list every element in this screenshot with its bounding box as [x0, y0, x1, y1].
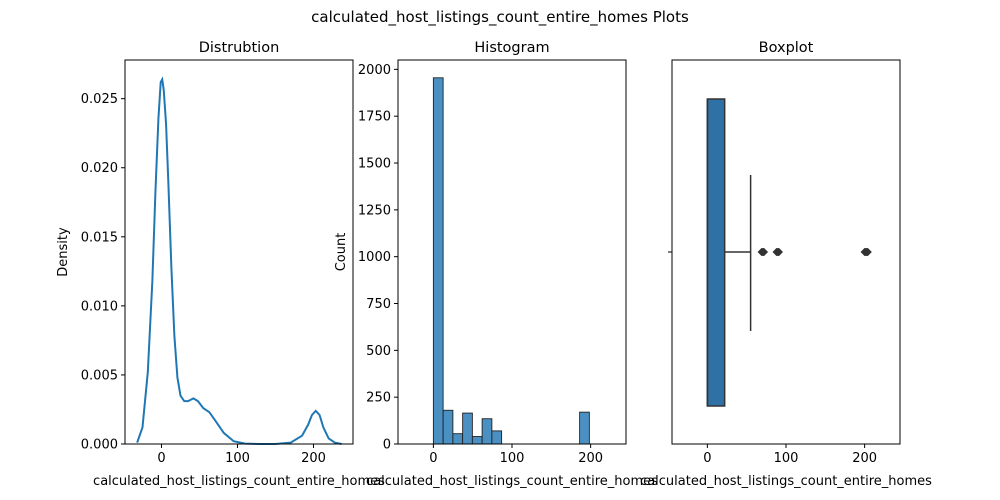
box-body: [706, 98, 726, 407]
box-outlier: [774, 247, 783, 257]
panel-boxplot-ticks: 0 100 200: [668, 251, 877, 466]
panel-distribution-frame: [124, 59, 354, 445]
panel-distribution-title: Distrubtion: [199, 40, 280, 56]
panel-boxplot-xlabel: calculated_host_listings_count_entire_ho…: [640, 474, 932, 489]
panel-distribution-ylabel: Density: [56, 227, 71, 277]
y-tick-label: 1750: [358, 110, 391, 125]
y-tick-label: 1250: [358, 203, 391, 218]
figure-suptitle: calculated_host_listings_count_entire_ho…: [311, 8, 689, 27]
y-tick-label: 500: [366, 344, 391, 359]
y-tick-label: 0.005: [81, 368, 118, 383]
histogram-bar: [452, 433, 464, 445]
panel-distribution-xlabel: calculated_host_listings_count_entire_ho…: [93, 474, 385, 489]
histogram-bar: [481, 418, 493, 445]
y-tick-label: 0.000: [81, 438, 118, 453]
histogram-bar: [471, 436, 483, 445]
x-tick-label: 0: [429, 451, 437, 466]
panel-histogram-title: Histogram: [474, 40, 549, 56]
panel-boxplot: Boxplot 0 100 200 calculated_host_listings…: [640, 40, 932, 489]
box-outlier: [759, 247, 769, 257]
x-tick-label: 200: [578, 451, 603, 466]
panel-histogram-xlabel: calculated_host_listings_count_entire_ho…: [366, 474, 658, 489]
y-tick-label: 1500: [358, 157, 391, 172]
y-tick-label: 0.015: [81, 230, 118, 245]
y-tick-label: 1000: [358, 250, 391, 265]
density-curve: [136, 76, 342, 445]
histogram-bar: [432, 77, 444, 445]
x-tick-label: 0: [157, 451, 165, 466]
panel-boxplot-frame: [671, 59, 901, 445]
x-tick-label: 0: [703, 451, 711, 466]
y-tick-label: 0.010: [81, 299, 118, 314]
histogram-bar: [579, 411, 590, 445]
panel-histogram-ylabel: Count: [334, 233, 349, 272]
x-tick-label: 100: [500, 451, 525, 466]
boxplot-glyph: [706, 98, 872, 407]
y-tick-label: 2000: [358, 63, 391, 78]
histogram-bars: [432, 77, 590, 445]
box-outlier: [863, 247, 872, 257]
x-tick-label: 200: [852, 451, 877, 466]
panel-distribution-ticks: 0 100 200 0.000 0.005 0.010 0.015 0.020 0.025: [81, 92, 326, 466]
x-tick-label: 200: [301, 451, 326, 466]
y-tick-label: 0: [383, 438, 391, 453]
y-tick-label: 250: [366, 391, 391, 406]
x-tick-label: 100: [225, 451, 250, 466]
panel-histogram: Histogram 0 100 20002505007501000125015001…: [334, 40, 658, 489]
panel-distribution: Distrubtion 0 100 2000.0000.0050.0100.0150…: [56, 40, 385, 489]
panel-boxplot-title: Boxplot: [759, 40, 814, 56]
histogram-bar: [491, 430, 503, 445]
y-tick-label: 0.025: [81, 92, 118, 107]
panel-histogram-frame: [397, 59, 627, 445]
x-tick-label: 100: [774, 451, 799, 466]
y-tick-label: 0.020: [81, 161, 118, 176]
histogram-bar: [462, 412, 473, 445]
y-tick-label: 750: [366, 297, 391, 312]
histogram-bar: [442, 409, 454, 445]
